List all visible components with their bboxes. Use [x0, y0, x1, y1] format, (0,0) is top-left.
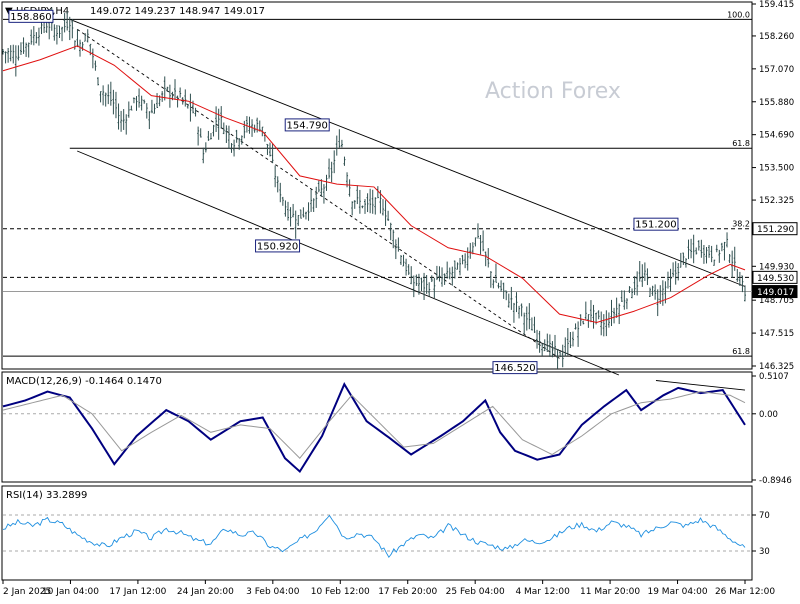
y-tick-label: 154.690: [759, 131, 794, 141]
macd-series-0: [2, 382, 746, 474]
price-label-1: 149.530: [757, 274, 794, 284]
trendline-2: [76, 28, 560, 359]
annotation-label-4: 146.520: [494, 363, 535, 374]
macd-y-tick-label: 0.5107: [759, 372, 789, 382]
y-tick-label: 158.260: [759, 32, 794, 42]
x-tick-label: 4 Mar 12:00: [515, 587, 570, 597]
rsi-y-tick-label: 70: [759, 511, 770, 521]
y-tick-label: 149.930: [759, 262, 794, 272]
price-label-2: 149.017: [757, 288, 794, 298]
annotation-label-2: 150.920: [257, 241, 298, 252]
annotation-label-1: 154.790: [287, 120, 328, 131]
price-label-box-0: [752, 222, 798, 236]
trendline-0: [69, 18, 746, 287]
x-tick-label: 26 Mar 12:00: [715, 587, 775, 597]
fib-label-1: 61.8: [732, 139, 750, 148]
fib-label-5: 61.8: [732, 347, 750, 356]
rsi-title: RSI(14) 33.2899: [6, 490, 87, 501]
y-tick-label: 157.070: [759, 65, 794, 75]
macd-title: MACD(12,26,9) -0.1464 0.1470: [6, 376, 162, 387]
macd-y-tick-label: 0.00: [759, 410, 778, 420]
ohlc-readout: 149.072 149.237 148.947 149.017: [90, 6, 265, 17]
x-tick-label: 24 Jan 20:00: [177, 587, 234, 597]
x-tick-label: 10 Feb 12:00: [311, 587, 370, 597]
price-label-box-2: [752, 285, 798, 299]
price-panel-frame: [1, 1, 753, 370]
annotation-box-4: [492, 361, 538, 375]
rsi-layer: [2, 514, 752, 559]
macd-y-tick-label: -0.8946: [759, 476, 792, 486]
x-tick-label: 19 Mar 04:00: [647, 587, 707, 597]
y-tick-label: 152.325: [759, 196, 794, 206]
x-tick-label: 10 Jan 04:00: [42, 587, 99, 597]
x-tick-label: 25 Feb 04:00: [446, 587, 505, 597]
annotation-box-2: [255, 239, 301, 253]
macd-panel-frame: [1, 371, 753, 483]
price-label-0: 151.290: [757, 225, 794, 235]
annotation-box-3: [633, 217, 679, 231]
annotation-box-1: [284, 118, 330, 132]
y-tick-label: 148.705: [759, 296, 794, 306]
x-tick-label: 17 Feb 20:00: [378, 587, 437, 597]
rsi-series-0: [2, 514, 746, 559]
price-layer: 100.0 61.8 38.2 61.8 158.860 154.790 150.920 15…: [2, 7, 752, 376]
macd-series-1: [2, 391, 746, 459]
macd-layer: [2, 380, 752, 474]
watermark-text: Action Forex: [485, 79, 621, 104]
y-tick-label: 146.325: [759, 362, 794, 372]
moving-average-line: [2, 45, 746, 323]
macd-trendline-0: [655, 380, 746, 391]
annotation-label-0: 158.860: [10, 12, 51, 23]
fib-label-2: 38.2: [732, 220, 750, 229]
x-tick-label: 2 Jan 2025: [3, 587, 51, 597]
x-tick-label: 11 Mar 20:00: [580, 587, 640, 597]
y-tick-label: 147.515: [759, 329, 794, 339]
y-tick-label: 159.415: [759, 0, 794, 10]
fib-label-0: 100.0: [727, 10, 750, 19]
rsi-y-tick-label: 30: [759, 547, 770, 557]
y-tick-label: 153.500: [759, 164, 794, 174]
annotation-label-3: 151.200: [635, 220, 676, 231]
price-label-box-1: [752, 270, 798, 284]
rsi-panel-frame: [1, 485, 753, 581]
x-tick-label: 17 Jan 12:00: [109, 587, 166, 597]
y-tick-label: 155.880: [759, 98, 794, 108]
annotation-box-0: [8, 9, 54, 23]
x-tick-label: 3 Feb 04:00: [246, 587, 300, 597]
